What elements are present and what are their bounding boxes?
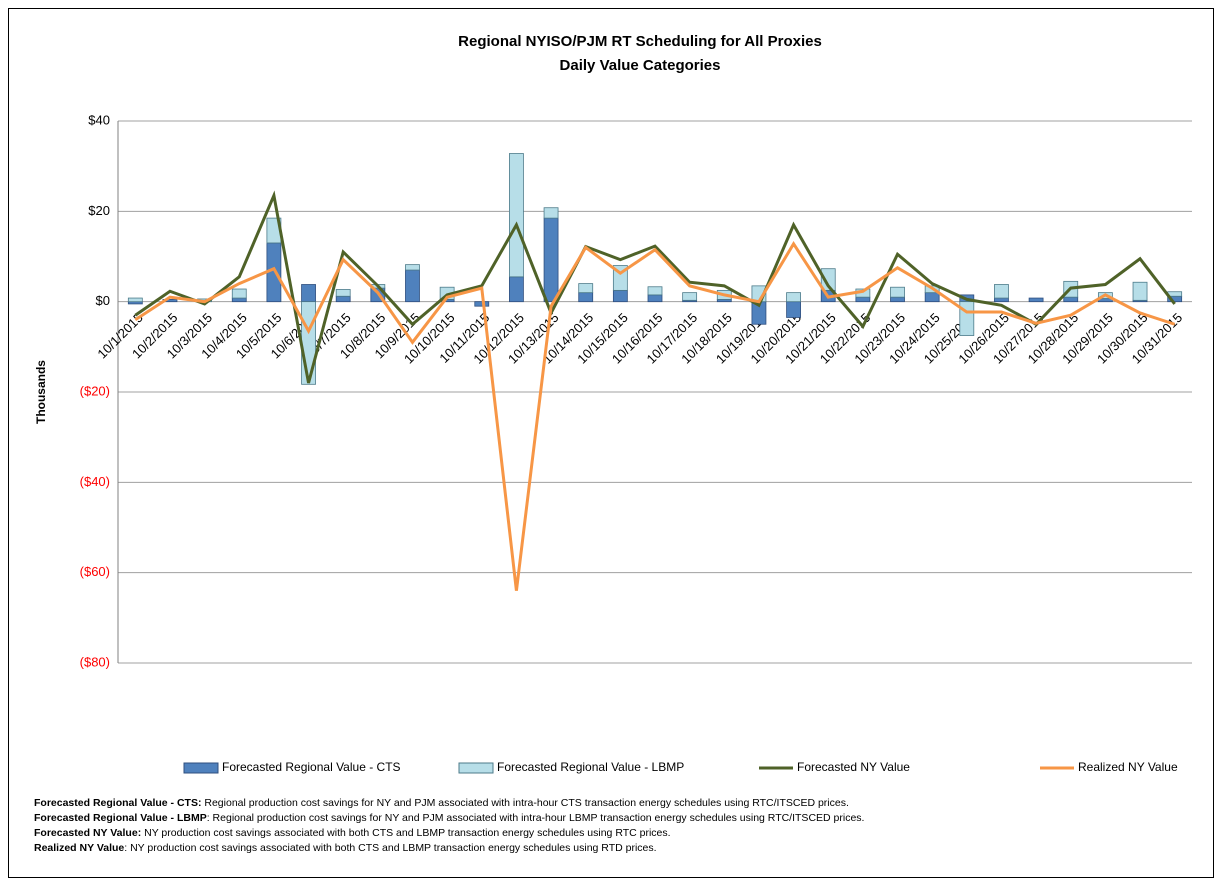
bar: [1132, 281, 1148, 301]
y-tick-label: ($80): [80, 654, 110, 669]
note: Forecasted NY Value: NY production cost …: [34, 827, 671, 839]
bar: [890, 296, 905, 303]
chart-subtitle: Daily Value Categories: [560, 57, 721, 74]
bar: [335, 289, 351, 297]
note-text: : NY production cost savings associated …: [124, 842, 656, 854]
bar: [509, 276, 524, 303]
y-tick-label: $0: [96, 293, 110, 308]
y-tick-label: $40: [88, 112, 110, 127]
note-text: : Regional production cost savings for N…: [207, 812, 865, 824]
line-series: [134, 190, 1176, 384]
bar: [647, 286, 663, 296]
bar: [127, 297, 143, 303]
note: Realized NY Value: NY production cost sa…: [34, 842, 657, 854]
bar: [959, 301, 975, 336]
bar: [647, 294, 663, 303]
legend-label: Realized NY Value: [1078, 760, 1178, 774]
note-term: Forecasted Regional Value - CTS:: [34, 797, 201, 809]
bar: [301, 301, 316, 385]
y-tick-label: ($60): [80, 564, 110, 579]
note: Forecasted Regional Value - CTS: Regiona…: [34, 797, 849, 809]
bar: [924, 292, 940, 303]
bar: [543, 217, 559, 303]
bar: [855, 296, 871, 303]
bar: [578, 292, 594, 303]
legend-label: Forecasted Regional Value - CTS: [222, 760, 401, 774]
bar: [578, 283, 594, 294]
note: Forecasted Regional Value - LBMP: Region…: [34, 812, 864, 824]
legend-label: Forecasted NY Value: [797, 760, 910, 774]
legend-label: Forecasted Regional Value - LBMP: [497, 760, 684, 774]
bar: [890, 286, 905, 298]
y-tick-label: ($40): [80, 474, 110, 489]
bar: [335, 295, 351, 303]
frame: [8, 8, 1214, 878]
y-tick-label: $20: [88, 203, 110, 218]
note-text: NY production cost savings associated wi…: [141, 827, 670, 839]
bar: [820, 268, 836, 291]
bar: [1063, 296, 1079, 303]
note-term: Forecasted Regional Value - LBMP: [34, 812, 207, 824]
note-text: Regional production cost savings for NY …: [201, 797, 848, 809]
bar: [509, 153, 524, 278]
line-series: [134, 241, 1176, 591]
legend-swatch: [183, 762, 219, 774]
bar: [682, 292, 698, 301]
chart-title: Regional NYISO/PJM RT Scheduling for All…: [458, 33, 822, 50]
bar: [994, 284, 1009, 299]
bar: [474, 301, 490, 307]
bar: [405, 269, 420, 303]
bar: [231, 297, 247, 303]
bar: [786, 301, 801, 318]
bar: [1028, 297, 1044, 303]
bar: [543, 207, 559, 219]
bar: [301, 284, 316, 303]
note-term: Realized NY Value: [34, 842, 124, 854]
bar: [994, 297, 1009, 303]
note-term: Forecasted NY Value:: [34, 827, 141, 839]
bar: [786, 292, 801, 303]
bar: [405, 264, 420, 271]
y-tick-label: ($20): [80, 383, 110, 398]
legend-swatch: [458, 762, 494, 774]
bar: [612, 289, 628, 303]
y-axis-label: Thousands: [34, 360, 48, 424]
bar: [231, 288, 247, 299]
